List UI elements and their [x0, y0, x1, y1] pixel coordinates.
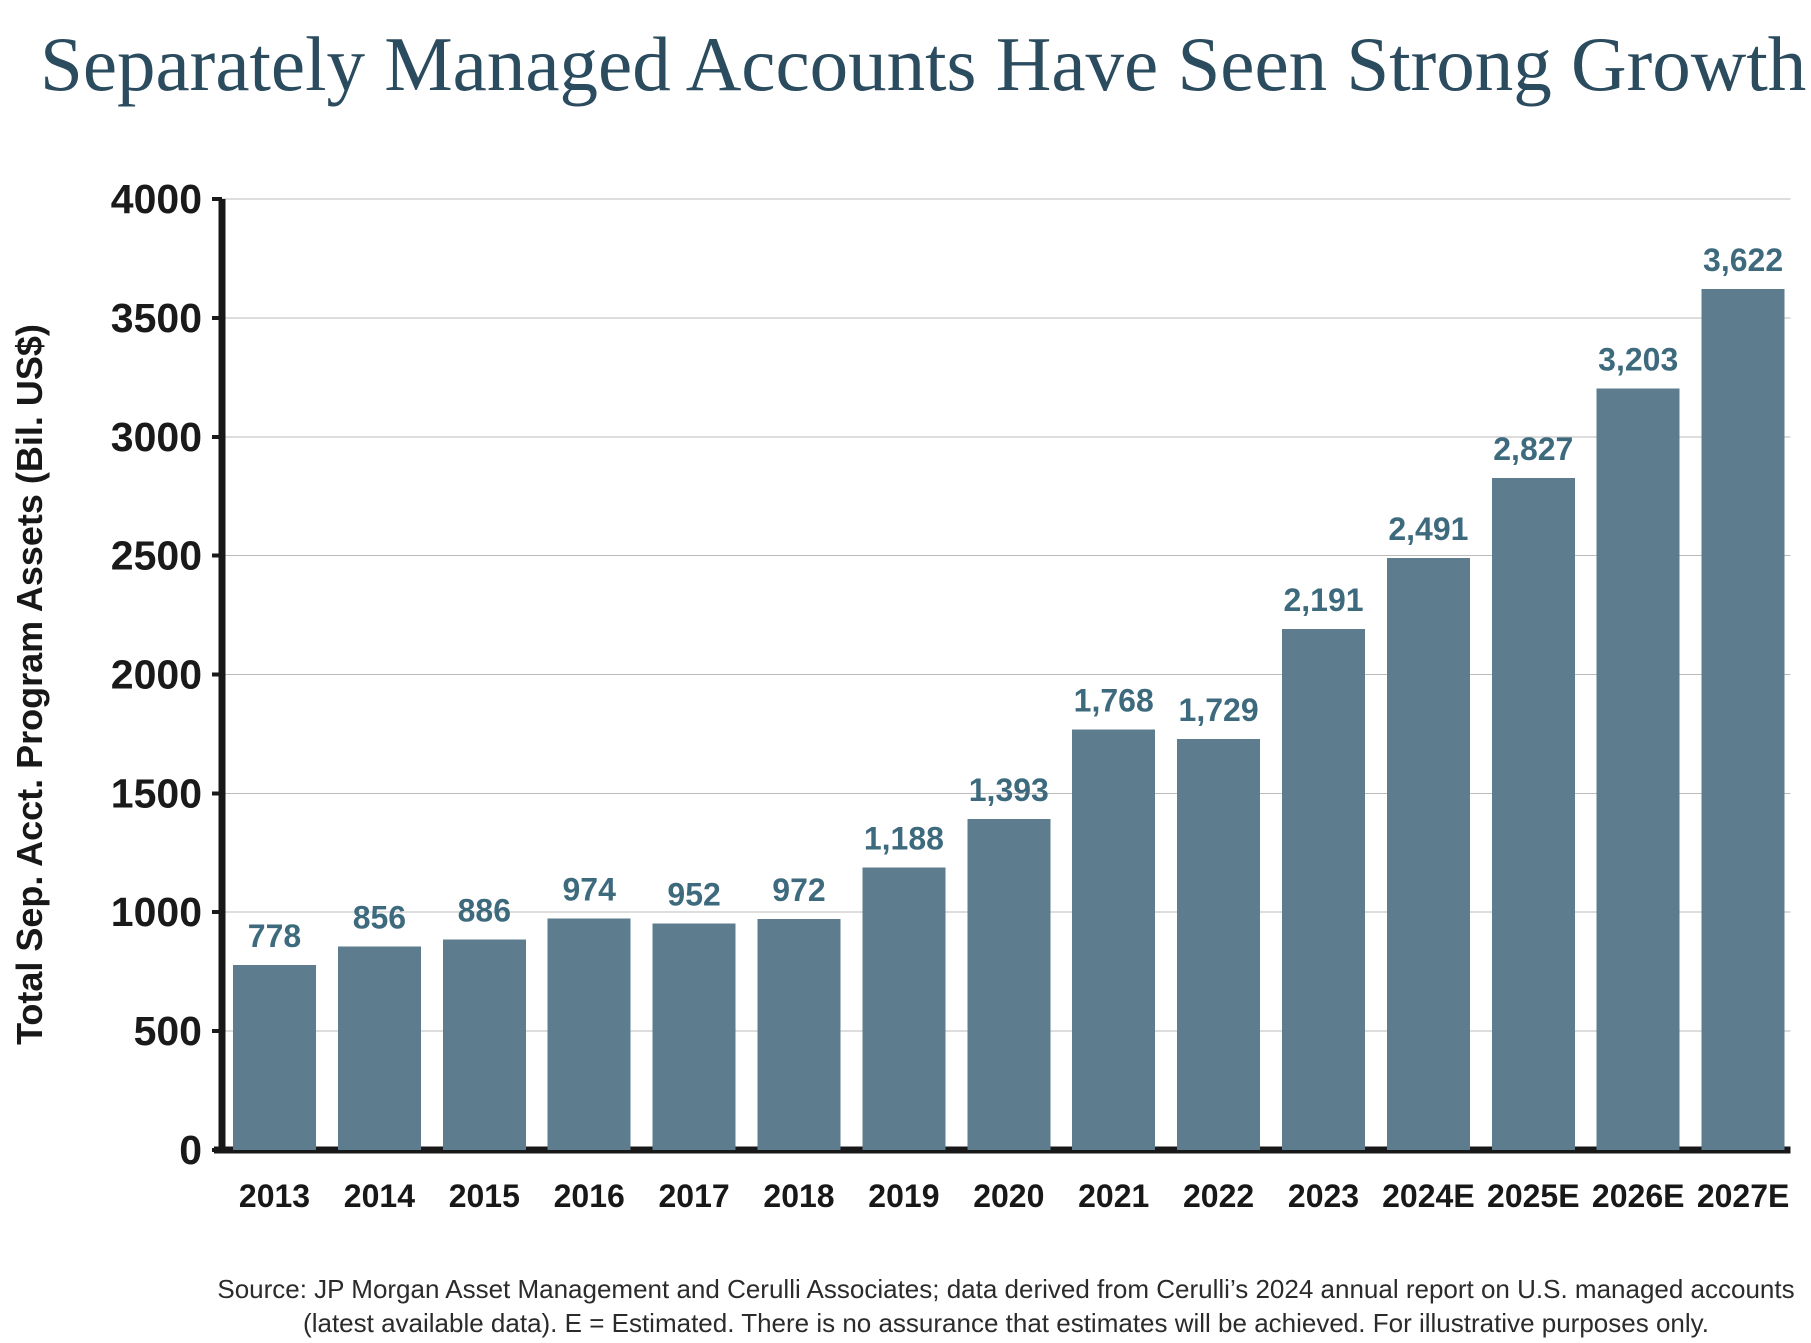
- svg-text:2021: 2021: [1078, 1178, 1149, 1214]
- svg-text:2013: 2013: [239, 1178, 310, 1214]
- svg-text:2020: 2020: [973, 1178, 1044, 1214]
- svg-text:2,191: 2,191: [1283, 582, 1363, 618]
- svg-text:2,491: 2,491: [1388, 511, 1468, 547]
- svg-text:4000: 4000: [111, 176, 202, 222]
- svg-text:778: 778: [248, 918, 301, 954]
- svg-text:2024E: 2024E: [1382, 1178, 1475, 1214]
- svg-text:3000: 3000: [111, 414, 202, 460]
- svg-text:2500: 2500: [111, 533, 202, 579]
- svg-text:2014: 2014: [344, 1178, 415, 1214]
- svg-text:3500: 3500: [111, 295, 202, 341]
- svg-text:2022: 2022: [1183, 1178, 1254, 1214]
- svg-text:Total Sep. Acct. Program Asset: Total Sep. Acct. Program Assets (Bil. US…: [9, 324, 50, 1045]
- svg-text:1500: 1500: [111, 770, 202, 816]
- svg-text:2017: 2017: [659, 1178, 730, 1214]
- svg-text:2018: 2018: [763, 1178, 834, 1214]
- svg-text:2025E: 2025E: [1487, 1178, 1580, 1214]
- svg-text:1,393: 1,393: [969, 772, 1049, 808]
- svg-text:0: 0: [179, 1127, 202, 1173]
- svg-text:856: 856: [353, 900, 406, 936]
- svg-text:974: 974: [563, 871, 617, 907]
- svg-text:2000: 2000: [111, 652, 202, 698]
- svg-text:1,729: 1,729: [1179, 692, 1259, 728]
- svg-text:2023: 2023: [1288, 1178, 1359, 1214]
- svg-text:1,768: 1,768: [1074, 683, 1154, 719]
- svg-text:3,203: 3,203: [1598, 342, 1678, 378]
- svg-text:1,188: 1,188: [864, 821, 944, 857]
- svg-text:2016: 2016: [554, 1178, 625, 1214]
- svg-text:972: 972: [772, 872, 825, 908]
- svg-text:952: 952: [667, 877, 720, 913]
- svg-text:1000: 1000: [111, 889, 202, 935]
- svg-text:2027E: 2027E: [1697, 1178, 1790, 1214]
- svg-text:886: 886: [458, 892, 511, 928]
- svg-text:3,622: 3,622: [1703, 242, 1783, 278]
- svg-text:2019: 2019: [868, 1178, 939, 1214]
- svg-text:2015: 2015: [449, 1178, 520, 1214]
- svg-text:2026E: 2026E: [1592, 1178, 1685, 1214]
- svg-text:500: 500: [134, 1008, 202, 1054]
- svg-text:2,827: 2,827: [1493, 431, 1573, 467]
